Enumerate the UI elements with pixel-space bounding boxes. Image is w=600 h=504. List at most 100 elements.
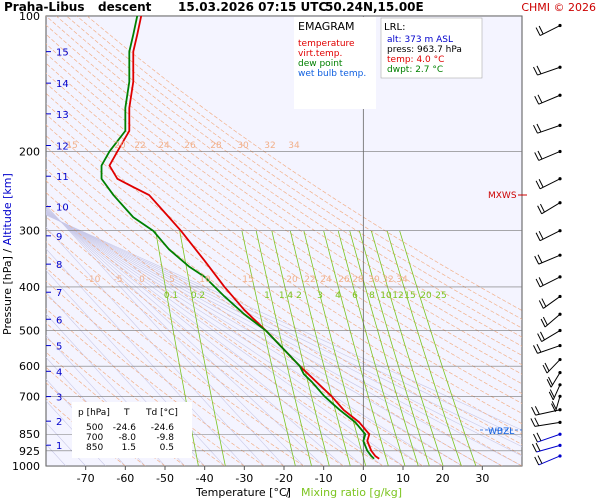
altitude-tick-label: 13	[56, 110, 69, 121]
wind-barb-flag	[538, 25, 544, 35]
mixing-ratio-label: 12	[392, 291, 403, 301]
dry-adiabat-label: 22	[134, 141, 145, 151]
lrl-title: LRL:	[384, 22, 405, 33]
wind-barb-flag	[537, 94, 543, 104]
x-tick-label: -10	[315, 472, 333, 485]
wind-barb-station-dot	[558, 394, 562, 398]
pressure-tick-label: 1000	[12, 460, 40, 473]
dry-adiabat-line	[46, 228, 364, 466]
wind-barb-station-dot	[558, 357, 562, 362]
wind-barb-flag	[536, 65, 542, 75]
wind-barb-station-dot	[558, 312, 562, 316]
wind-barb-shaft	[537, 433, 561, 443]
mixing-ratio-label: 4	[335, 291, 341, 301]
mixing-ratio-line	[349, 230, 419, 466]
level-table: p [hPa] T Td [°C] 500 -24.6 -24.6 700 -8…	[72, 402, 192, 458]
wind-barb-shaft	[541, 330, 561, 342]
altitude-tick-label: 4	[56, 367, 62, 378]
wind-barb-shaft	[538, 94, 561, 105]
dry-adiabat-label: 5	[169, 275, 175, 285]
table-cell: -8.0	[118, 433, 136, 443]
x-tick-label: 20	[436, 472, 450, 485]
mixing-ratio-label: 8	[369, 291, 375, 301]
pressure-tick-label: 600	[19, 360, 40, 373]
dry-adiabat-line	[46, 53, 522, 385]
dry-adiabat-line	[46, 336, 205, 466]
wind-barb-flag	[548, 391, 554, 401]
wind-barb-flag	[535, 232, 541, 241]
altitude-tick-label: 8	[56, 260, 62, 271]
table-header-t: T	[123, 408, 130, 418]
altitude-tick-label: 6	[56, 315, 62, 326]
wind-barb-shaft	[539, 25, 561, 37]
dry-adiabat-line	[46, 124, 522, 456]
mixing-ratio-line	[255, 230, 312, 466]
dry-adiabat-line	[46, 82, 522, 414]
altitude-tick-label: 15	[56, 48, 69, 59]
pressure-tick-label: 100	[19, 10, 40, 23]
mixing-ratio-label: 20	[420, 291, 432, 301]
wind-barb-station-dot	[558, 370, 562, 375]
pressure-tick-label: 925	[19, 445, 40, 458]
x-axis-separator: /	[286, 486, 290, 499]
wind-barb-flag	[551, 401, 557, 410]
wind-barb-station-dot	[558, 383, 562, 387]
dry-adiabat-label: 34	[396, 275, 408, 285]
dry-adiabat-label: 20	[286, 275, 298, 285]
wind-barb-station-dot	[558, 420, 562, 424]
dry-adiabat-label: 24	[320, 275, 332, 285]
dry-adiabat-line	[86, 16, 522, 311]
mixing-ratio-label: 10	[380, 291, 392, 301]
dry-adiabat-label: -10	[86, 275, 101, 285]
altitude-tick-label: 3	[56, 393, 62, 404]
table-cell: -24.6	[151, 423, 175, 433]
wind-barb-station-dot	[558, 253, 562, 257]
wind-barb-flag	[537, 254, 543, 263]
table-cell: 700	[86, 433, 103, 443]
dry-adiabat-label: 0	[139, 275, 145, 285]
altitude-tick-label: 11	[56, 172, 69, 183]
wind-barb-flag	[535, 27, 541, 36]
pressure-tick-label: 200	[19, 145, 40, 158]
mixing-ratio-label: 25	[435, 291, 446, 301]
wind-barb-station-dot	[558, 177, 562, 181]
wind-barb-flag	[542, 364, 548, 374]
pressure-tick-label: 700	[19, 390, 40, 403]
wind-barb-flag	[533, 433, 538, 443]
wind-barb-flag	[537, 205, 543, 214]
dry-adiabat-label: 15	[242, 275, 253, 285]
x-tick-label: 10	[396, 472, 410, 485]
lrl-box: LRL: alt: 373 m ASL press: 963.7 hPa tem…	[380, 17, 483, 79]
dry-adiabat-line	[46, 322, 225, 466]
wind-barb-shaft	[538, 254, 561, 265]
dry-adiabat-label: 34	[288, 141, 300, 151]
wind-barb-flag	[537, 455, 543, 464]
mixing-ratio-line	[241, 230, 296, 466]
wind-barb-flag	[535, 278, 541, 288]
x-tick-label: -30	[235, 472, 253, 485]
station-name: Praha-Libus	[4, 0, 84, 14]
x-tick-label: -70	[77, 472, 95, 485]
dry-adiabat-label: 10	[199, 275, 211, 285]
table-cell: 500	[86, 423, 103, 433]
dry-adiabat-label: 26	[184, 141, 196, 151]
altitude-tick-label: 9	[56, 232, 62, 243]
dry-adiabat-line	[46, 33, 522, 366]
wind-barb-flag	[533, 345, 538, 354]
x-tick-label: -50	[156, 472, 174, 485]
wind-barb-station-dot	[558, 275, 562, 279]
wind-barb-station-dot	[558, 432, 562, 436]
legend-title: EMAGRAM	[298, 20, 355, 33]
pressure-tick-label: 300	[19, 225, 40, 238]
dry-adiabat-line	[46, 135, 522, 466]
wind-barb-shaft	[544, 313, 561, 328]
lrl-alt: alt: 373 m ASL	[387, 35, 453, 45]
pressure-tick-label: 400	[19, 281, 40, 294]
dry-adiabat-line	[46, 103, 522, 435]
altitude-tick-label: 10	[56, 202, 69, 213]
mixing-ratio-label: 0.2	[191, 291, 205, 301]
wbzl-marker: WBZL	[488, 427, 514, 437]
dry-adiabat-label: 28	[210, 141, 222, 151]
dry-adiabat-line	[46, 62, 522, 394]
wind-barb-shaft	[537, 124, 561, 134]
